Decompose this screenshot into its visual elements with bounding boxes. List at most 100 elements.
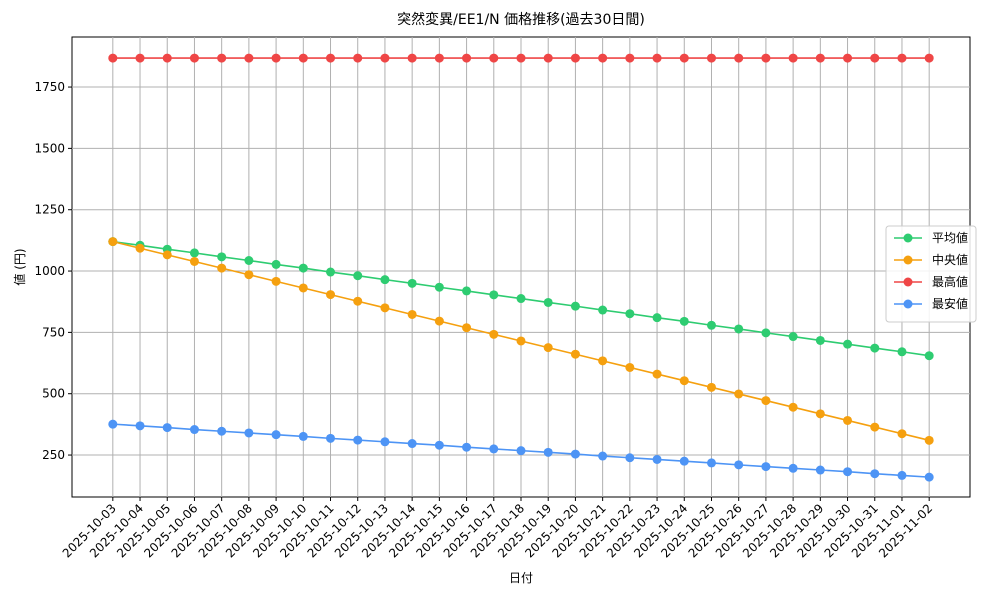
point bbox=[734, 53, 744, 63]
point bbox=[326, 290, 336, 300]
point bbox=[462, 286, 472, 296]
legend-marker bbox=[903, 299, 913, 309]
point bbox=[706, 458, 716, 468]
legend-label: 最安値 bbox=[932, 296, 968, 311]
point bbox=[489, 290, 499, 300]
point bbox=[271, 259, 281, 269]
point bbox=[434, 53, 444, 63]
point bbox=[380, 53, 390, 63]
point bbox=[217, 252, 227, 262]
point bbox=[271, 53, 281, 63]
legend-box bbox=[885, 225, 977, 323]
point bbox=[434, 282, 444, 292]
y-tick-label: 1250 bbox=[34, 203, 65, 217]
point bbox=[706, 320, 716, 330]
plot bbox=[108, 53, 934, 482]
point bbox=[298, 431, 308, 441]
point bbox=[108, 419, 118, 429]
point bbox=[652, 454, 662, 464]
point bbox=[543, 53, 553, 63]
point bbox=[298, 263, 308, 273]
point bbox=[462, 442, 472, 452]
legend-label: 中央値 bbox=[932, 252, 968, 267]
point bbox=[298, 53, 308, 63]
point bbox=[570, 301, 580, 311]
point bbox=[516, 294, 526, 304]
point bbox=[843, 53, 853, 63]
point bbox=[462, 53, 472, 63]
point bbox=[815, 53, 825, 63]
point bbox=[543, 447, 553, 457]
point bbox=[815, 465, 825, 475]
y-tick-label: 500 bbox=[42, 387, 65, 401]
point bbox=[679, 316, 689, 326]
point bbox=[244, 428, 254, 438]
point bbox=[788, 463, 798, 473]
y-axis-label: 値 (円) bbox=[12, 248, 27, 285]
legend-label: 平均値 bbox=[932, 230, 968, 245]
y-tick-label: 1750 bbox=[34, 80, 65, 94]
point bbox=[353, 296, 363, 306]
y-tick-label: 1000 bbox=[34, 264, 65, 278]
point bbox=[734, 389, 744, 399]
point bbox=[271, 430, 281, 440]
point bbox=[897, 347, 907, 357]
point bbox=[843, 339, 853, 349]
y-tick-label: 750 bbox=[42, 325, 65, 339]
point bbox=[598, 356, 608, 366]
point bbox=[843, 415, 853, 425]
point bbox=[516, 53, 526, 63]
point bbox=[489, 444, 499, 454]
point bbox=[734, 324, 744, 334]
point bbox=[462, 323, 472, 333]
point bbox=[244, 255, 254, 265]
point bbox=[924, 472, 934, 482]
point bbox=[543, 343, 553, 353]
point bbox=[189, 425, 199, 435]
point bbox=[870, 422, 880, 432]
point bbox=[706, 53, 716, 63]
point bbox=[598, 53, 608, 63]
legend-marker bbox=[903, 255, 913, 265]
point bbox=[761, 53, 771, 63]
point bbox=[189, 53, 199, 63]
y-tick-label: 1500 bbox=[34, 141, 65, 155]
point bbox=[353, 53, 363, 63]
point bbox=[761, 462, 771, 472]
point bbox=[135, 421, 145, 431]
point bbox=[353, 271, 363, 281]
point bbox=[598, 305, 608, 315]
point bbox=[679, 456, 689, 466]
x-axis-label: 日付 bbox=[509, 571, 533, 585]
point bbox=[162, 53, 172, 63]
point bbox=[815, 335, 825, 345]
point bbox=[761, 396, 771, 406]
point bbox=[108, 53, 118, 63]
point bbox=[652, 369, 662, 379]
point bbox=[679, 376, 689, 386]
point bbox=[679, 53, 689, 63]
point bbox=[489, 53, 499, 63]
grid: 25050075010001250150017502025-10-032025-… bbox=[34, 37, 970, 560]
point bbox=[788, 332, 798, 342]
legend-label: 最高値 bbox=[932, 274, 968, 289]
point bbox=[625, 453, 635, 463]
point bbox=[407, 278, 417, 288]
point bbox=[870, 53, 880, 63]
point bbox=[217, 263, 227, 273]
point bbox=[217, 53, 227, 63]
y-tick-label: 250 bbox=[42, 448, 65, 462]
point bbox=[843, 467, 853, 477]
point bbox=[924, 351, 934, 361]
point bbox=[380, 437, 390, 447]
point bbox=[189, 256, 199, 266]
point bbox=[734, 460, 744, 470]
point bbox=[189, 248, 199, 258]
point bbox=[326, 53, 336, 63]
point bbox=[625, 362, 635, 372]
point bbox=[326, 267, 336, 277]
point bbox=[353, 435, 363, 445]
chart-title: 突然変異/EE1/N 価格推移(過去30日間) bbox=[397, 11, 645, 28]
